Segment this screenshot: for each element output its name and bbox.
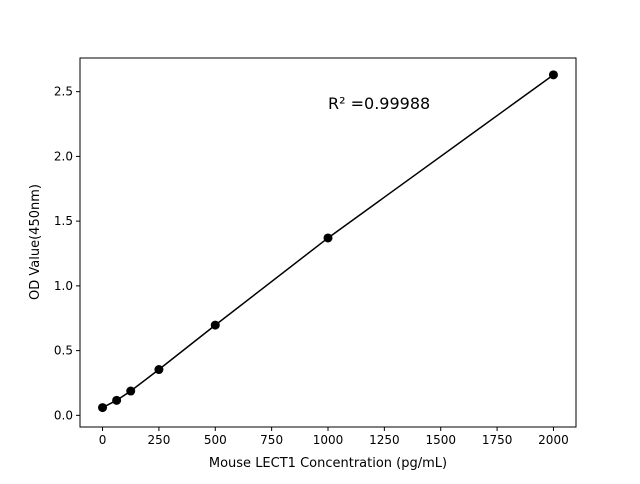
y-tick-label: 1.0 <box>54 279 73 293</box>
x-tick-label: 750 <box>260 433 283 447</box>
x-tick-label: 1500 <box>425 433 456 447</box>
x-tick-label: 500 <box>204 433 227 447</box>
y-tick-label: 1.5 <box>54 214 73 228</box>
y-tick-label: 0.0 <box>54 408 73 422</box>
x-tick-label: 250 <box>147 433 170 447</box>
x-axis-label: Mouse LECT1 Concentration (pg/mL) <box>209 456 447 471</box>
data-point <box>548 70 558 80</box>
x-tick-label: 1750 <box>482 433 513 447</box>
data-point <box>210 320 220 330</box>
y-axis-label: OD Value(450nm) <box>28 184 43 300</box>
x-tick-label: 2000 <box>538 433 569 447</box>
x-tick-label: 1250 <box>369 433 400 447</box>
data-point <box>154 365 164 375</box>
y-tick-label: 2.0 <box>54 149 73 163</box>
x-tick-label: 0 <box>99 433 107 447</box>
data-point <box>98 403 108 413</box>
plot-frame <box>79 57 577 428</box>
y-tick-label: 0.5 <box>54 344 73 358</box>
x-tick-label: 1000 <box>313 433 344 447</box>
y-tick-label: 2.5 <box>54 85 73 99</box>
r-squared-annotation: R² =0.99988 <box>328 94 430 113</box>
data-point <box>112 395 122 405</box>
data-point <box>323 233 333 243</box>
data-point <box>126 386 136 396</box>
